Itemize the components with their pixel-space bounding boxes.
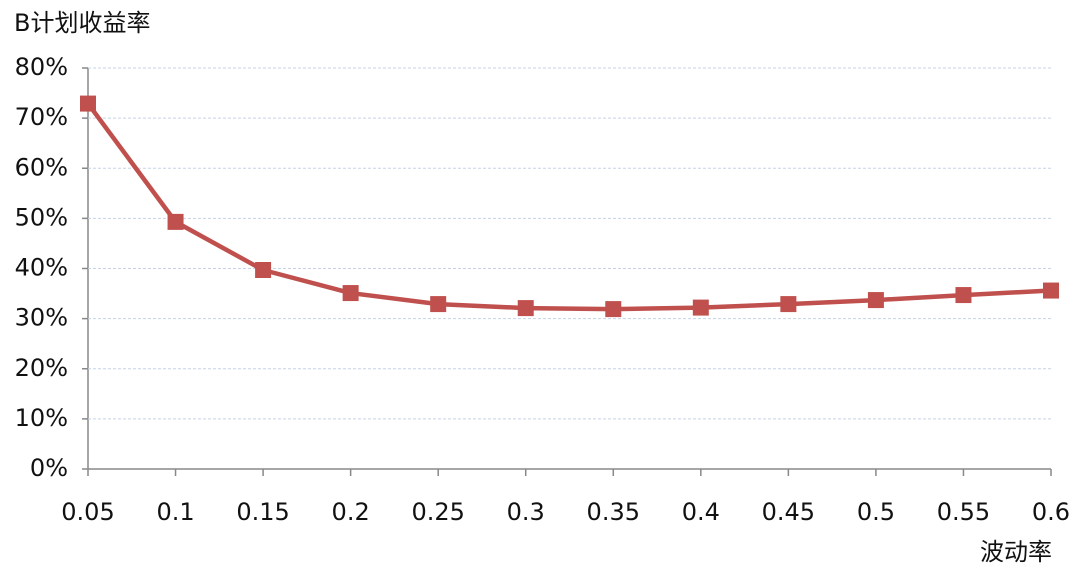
x-axis-label: 波动率 <box>980 538 1052 566</box>
y-tick-label: 80% <box>15 53 68 81</box>
marker <box>80 95 96 112</box>
y-tick-label: 50% <box>15 203 68 231</box>
marker <box>605 301 622 318</box>
y-tick-label: 40% <box>15 254 68 282</box>
x-tick-label: 0.35 <box>587 498 640 526</box>
marker <box>430 296 447 313</box>
marker <box>1043 282 1059 299</box>
x-tick-label: 0.1 <box>156 498 194 526</box>
line <box>86 102 1052 312</box>
marker <box>255 262 272 279</box>
marker <box>342 285 359 302</box>
x-tick-label: 0.45 <box>762 498 815 526</box>
x-tick-label: 0.4 <box>682 498 720 526</box>
x-tick-label: 0.2 <box>332 498 370 526</box>
y-tick-label: 0% <box>30 454 68 482</box>
x-tick-label: 0.5 <box>857 498 895 526</box>
marker <box>955 287 972 304</box>
x-tick-label: 0.55 <box>937 498 990 526</box>
marker <box>867 292 884 309</box>
y-tick-label: 30% <box>15 304 68 332</box>
y-tick-label: 10% <box>15 404 68 432</box>
marker <box>167 213 184 230</box>
y-tick-label: 70% <box>15 103 68 131</box>
x-tick-label: 0.25 <box>411 498 464 526</box>
x-tick-label: 0.6 <box>1032 498 1070 526</box>
marker <box>692 299 709 316</box>
x-tick-label: 0.15 <box>236 498 289 526</box>
x-tick-label: 0.3 <box>507 498 545 526</box>
marker <box>517 300 534 317</box>
y-axis-label: B计划收益率 <box>14 9 150 37</box>
y-tick-label: 60% <box>15 153 68 181</box>
y-tick-label: 20% <box>15 354 68 382</box>
x-tick-label: 0.05 <box>61 498 114 526</box>
marker <box>780 296 797 313</box>
